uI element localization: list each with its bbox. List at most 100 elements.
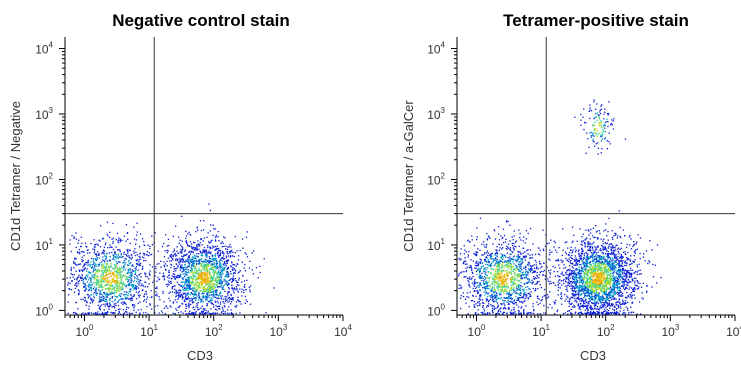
event-dot	[525, 282, 527, 284]
event-dot	[200, 275, 202, 277]
event-dot	[89, 277, 91, 279]
event-dot	[191, 248, 194, 250]
event-dot	[485, 281, 487, 283]
event-dot	[512, 276, 514, 278]
event-dot	[257, 277, 259, 279]
event-dot	[500, 280, 502, 282]
event-dot	[209, 246, 211, 248]
event-dot	[135, 271, 137, 273]
event-dot	[213, 271, 216, 273]
event-dot	[179, 263, 181, 265]
event-dot	[94, 263, 96, 265]
event-dot	[144, 286, 146, 288]
event-dot	[156, 287, 158, 290]
event-dot	[96, 243, 98, 245]
event-dot	[102, 249, 105, 252]
event-dot	[169, 291, 172, 293]
event-dot	[206, 260, 208, 262]
event-dot	[190, 271, 192, 274]
event-dot	[212, 289, 214, 291]
event-dot	[471, 235, 473, 237]
event-dot	[125, 308, 128, 311]
event-dot	[208, 250, 210, 252]
event-dot	[487, 303, 490, 305]
event-dot	[103, 266, 105, 268]
event-dot	[85, 285, 87, 287]
event-dot	[167, 283, 169, 285]
event-dot	[207, 252, 209, 254]
event-dot	[171, 291, 174, 293]
event-dot	[111, 246, 113, 248]
event-dot	[189, 276, 191, 278]
event-dot	[497, 276, 500, 279]
event-dot	[146, 296, 149, 298]
event-dot	[237, 300, 240, 302]
event-dot	[69, 277, 71, 279]
event-dot	[193, 309, 196, 311]
event-dot	[193, 261, 195, 263]
event-dot	[501, 255, 503, 257]
event-dot	[175, 290, 177, 292]
event-dot	[651, 249, 653, 251]
event-dot	[506, 252, 508, 254]
event-dot	[509, 253, 511, 255]
event-dot	[194, 247, 197, 250]
event-dot	[503, 234, 506, 237]
event-dot	[524, 276, 526, 278]
event-dot	[83, 283, 85, 285]
event-dot	[106, 283, 108, 285]
event-dot	[520, 312, 522, 314]
event-dot	[598, 267, 600, 269]
event-dot	[206, 287, 208, 289]
event-dot	[207, 296, 209, 298]
event-dot	[190, 245, 192, 248]
event-dot	[137, 302, 139, 304]
event-dot	[227, 266, 229, 269]
event-dot	[213, 263, 215, 266]
event-dot	[124, 298, 126, 300]
event-dot	[213, 282, 215, 285]
event-dot	[223, 298, 225, 300]
event-dot	[474, 278, 476, 281]
event-dot	[75, 283, 77, 285]
event-dot	[110, 282, 112, 284]
event-dot	[213, 290, 215, 292]
event-dot	[518, 256, 520, 259]
event-dot	[597, 288, 599, 291]
event-dot	[232, 275, 234, 277]
event-dot	[120, 282, 122, 285]
event-dot	[118, 282, 120, 284]
event-dot	[121, 288, 124, 290]
event-dot	[81, 242, 83, 244]
event-dot	[142, 285, 145, 287]
event-dot	[492, 311, 494, 313]
event-dot	[189, 288, 192, 290]
event-dot	[499, 293, 501, 296]
event-dot	[130, 258, 133, 260]
event-dot	[221, 281, 223, 283]
event-dot	[469, 286, 471, 288]
event-dot	[224, 262, 226, 264]
event-dot	[105, 257, 108, 259]
event-dot	[196, 255, 199, 257]
event-dot	[511, 242, 513, 245]
event-dot	[580, 285, 582, 287]
event-dot	[219, 253, 221, 255]
event-dot	[130, 277, 132, 280]
event-dot	[116, 256, 118, 258]
event-dot	[597, 313, 599, 315]
event-dot	[138, 284, 140, 286]
event-dot	[67, 312, 69, 314]
event-dot	[492, 277, 494, 280]
event-dot	[94, 244, 96, 246]
event-dot	[578, 252, 580, 254]
event-dot	[191, 302, 194, 304]
event-dot	[475, 295, 477, 297]
event-dot	[182, 312, 184, 314]
event-dot	[224, 296, 226, 298]
event-dot	[212, 312, 214, 314]
event-dot	[206, 276, 209, 278]
event-dot	[633, 282, 636, 284]
event-dot	[90, 257, 93, 260]
event-dot	[509, 247, 512, 249]
